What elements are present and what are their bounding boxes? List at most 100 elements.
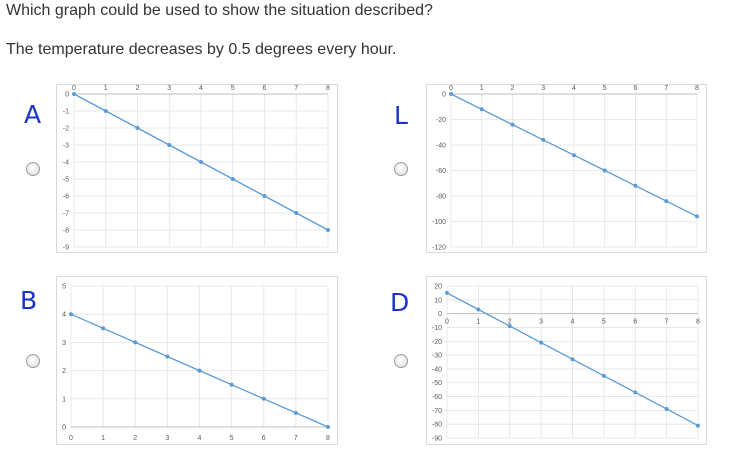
x-tick-label: 4: [572, 85, 576, 92]
y-tick-label: -70: [432, 408, 442, 415]
y-tick-label: 3: [62, 340, 66, 347]
data-point: [695, 214, 699, 219]
x-tick-label: 8: [326, 85, 330, 92]
data-point: [293, 410, 298, 415]
data-point: [230, 177, 235, 181]
y-tick-label: 4: [62, 312, 66, 319]
x-tick-label: 0: [69, 435, 73, 442]
y-tick-label: 5: [62, 284, 66, 291]
data-point: [133, 340, 138, 345]
x-tick-label: 6: [262, 435, 266, 442]
data-point: [294, 211, 299, 215]
y-tick-label: -120: [432, 245, 446, 252]
handwritten-letter-b: B: [20, 286, 38, 315]
x-tick-label: 4: [199, 85, 203, 92]
data-point: [539, 340, 544, 345]
y-tick-label: 0: [62, 425, 66, 432]
x-tick-label: 2: [508, 319, 512, 326]
x-tick-label: 7: [294, 435, 298, 442]
x-tick-label: 5: [602, 319, 606, 326]
y-tick-label: -3: [63, 143, 69, 150]
x-tick-label: 3: [165, 435, 169, 442]
handwritten-letter-d: D: [390, 288, 410, 317]
x-tick-label: 1: [101, 435, 105, 442]
x-tick-label: 6: [634, 85, 638, 92]
radio-option-b[interactable]: [26, 354, 40, 368]
y-tick-label: -9: [63, 245, 69, 252]
x-tick-label: 8: [326, 435, 330, 442]
radio-option-d[interactable]: [394, 354, 408, 368]
data-point: [696, 423, 700, 428]
option-a-chart: 0 -1 -2 -3 -4 -5 -6 -7 -8 -9 0 1 2 3 4 5 6 7 8: [56, 84, 338, 253]
y-tick-label: -90: [432, 436, 442, 443]
data-point: [103, 109, 108, 113]
y-tick-label: -60: [436, 168, 446, 175]
y-tick-label: -5: [63, 177, 69, 184]
y-tick-label: -30: [432, 353, 442, 360]
y-tick-label: 1: [62, 396, 66, 403]
x-tick-label: 3: [167, 85, 171, 92]
x-tick-label: 0: [445, 319, 449, 326]
y-tick-label: -50: [432, 380, 442, 387]
y-tick-label: -100: [432, 219, 446, 226]
radio-option-a[interactable]: [26, 162, 40, 176]
data-point: [541, 137, 546, 142]
data-point: [633, 390, 638, 395]
y-tick-label: -7: [63, 211, 69, 218]
x-tick-label: 1: [480, 85, 484, 92]
y-tick-label: 0: [438, 311, 442, 318]
data-point: [101, 326, 106, 331]
radio-option-c[interactable]: [394, 162, 408, 176]
x-tick-label: 2: [136, 85, 140, 92]
x-tick-label: 5: [231, 85, 235, 92]
data-point: [601, 373, 606, 378]
y-tick-label: -40: [436, 143, 446, 150]
y-tick-label: 0: [442, 92, 446, 99]
x-tick-label: 3: [541, 85, 545, 92]
line-chart-svg: 0 1 2 3 4 5 0 1 2 3 4 5 6 7 8: [62, 284, 330, 443]
y-tick-label: 2: [62, 368, 66, 375]
y-tick-label: 10: [434, 297, 442, 304]
question-text: Which graph could be used to show the si…: [6, 2, 433, 19]
handwritten-letter-a: A: [24, 100, 42, 129]
x-tick-label: 6: [263, 85, 267, 92]
data-point: [229, 382, 234, 387]
x-tick-label: 6: [633, 319, 637, 326]
x-tick-label: 0: [449, 85, 453, 92]
y-tick-label: -80: [436, 194, 446, 201]
data-point: [197, 368, 202, 373]
data-point: [199, 160, 203, 164]
y-tick-label: -4: [63, 160, 69, 167]
data-point: [476, 307, 481, 312]
data-point: [572, 153, 576, 158]
situation-statement: The temperature decreases by 0.5 degrees…: [6, 41, 397, 58]
option-d-chart: 20 10 0 -10 -20 -30 -40 -50 -60 -70 -80 -90 0 1 2 3 4 5 6 7…: [426, 276, 707, 445]
data-point: [602, 168, 607, 173]
y-tick-label: 0: [65, 92, 69, 99]
handwritten-letter-c: L: [394, 101, 408, 130]
data-point: [449, 92, 453, 96]
y-tick-label: -80: [432, 422, 442, 429]
line-chart-svg: 0 -20 -40 -60 -80 -100 -120 0 1 2 3 4 5 6 7 8: [432, 85, 699, 252]
data-point: [167, 143, 172, 147]
y-tick-label: -40: [432, 366, 442, 373]
x-tick-label: 8: [695, 85, 699, 92]
x-tick-label: 7: [665, 319, 669, 326]
data-point: [72, 92, 76, 96]
line-chart-svg: 0 -1 -2 -3 -4 -5 -6 -7 -8 -9 0 1 2 3 4 5 6 7 8: [63, 85, 330, 252]
x-tick-label: 4: [571, 319, 575, 326]
data-point: [507, 324, 512, 329]
x-tick-label: 5: [603, 85, 607, 92]
x-tick-label: 1: [104, 85, 108, 92]
y-tick-label: -10: [432, 325, 442, 332]
data-point: [261, 396, 266, 401]
data-point: [69, 312, 73, 317]
x-tick-label: 5: [230, 435, 234, 442]
data-point: [326, 228, 330, 232]
data-point: [570, 357, 575, 362]
option-b-chart: 0 1 2 3 4 5 0 1 2 3 4 5 6 7 8: [56, 276, 338, 445]
y-tick-label: -60: [432, 394, 442, 401]
y-tick-label: -20: [432, 339, 442, 346]
data-point: [479, 107, 484, 112]
data-point: [326, 425, 330, 429]
